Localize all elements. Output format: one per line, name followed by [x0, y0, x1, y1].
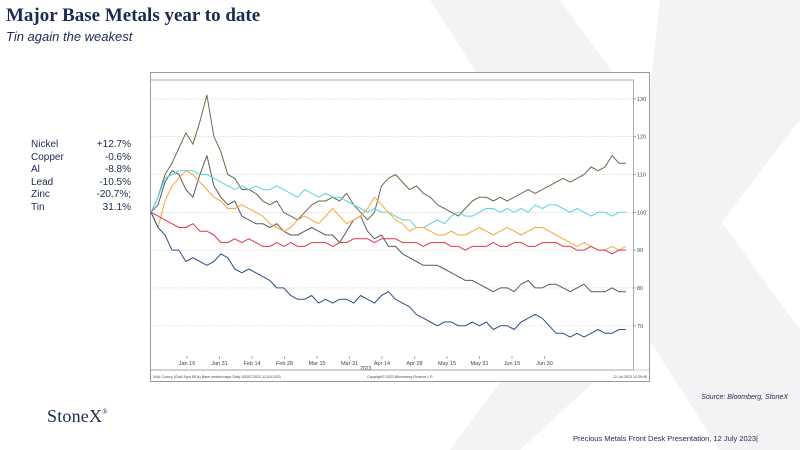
x-axis-ticks: Jan 16 Jan 31 Feb 14 Feb 28 Mar 15 Mar 31 Apr … — [179, 356, 553, 372]
series-line-4 — [150, 211, 626, 255]
legend-value: 31.1% — [102, 201, 131, 213]
y-tick-label: 120 — [637, 135, 646, 141]
x-tick-label: Jan 31 — [211, 361, 228, 367]
legend-name: Tin — [31, 201, 45, 213]
legend-row-tin: Tin 31.1% — [31, 202, 131, 215]
source-note: Source: Bloomberg, StoneX — [701, 394, 788, 401]
page-subtitle: Tin again the weakest — [6, 29, 133, 44]
series-line-0 — [150, 94, 626, 221]
legend-value: +12.7% — [96, 139, 131, 150]
legend-value: -20.7%; — [96, 189, 131, 201]
chart-footer-right: 12-Jul-2023 10:39:48 — [613, 375, 647, 379]
legend-name: Zinc — [31, 189, 50, 201]
y-tick-label: 70 — [637, 324, 643, 330]
legend-name: Lead — [31, 176, 54, 188]
grid-lines — [151, 98, 633, 327]
legend-row-zinc: Zinc -20.7%; — [31, 189, 131, 202]
series-line-1 — [150, 155, 626, 293]
x-tick-label: Jun 30 — [536, 361, 553, 367]
x-tick-label: Apr 14 — [374, 361, 390, 367]
y-axis-ticks: 70 80 90 100 110 120 130 — [633, 97, 646, 330]
legend-row-nickel: Nickel +12.7% — [31, 139, 131, 152]
legend-row-al: Al -8.8% — [31, 164, 131, 177]
x-tick-label: Mar 31 — [341, 361, 358, 367]
y-tick-label: 130 — [637, 97, 646, 103]
y-tick-label: 90 — [637, 248, 643, 254]
chart-footer-mid: Copyright© 2023 Bloomberg Finance L.P. — [367, 375, 433, 379]
x-year-label: 2023 — [360, 366, 371, 372]
x-tick-label: Feb 14 — [243, 361, 260, 367]
x-tick-label: Jan 16 — [179, 361, 196, 367]
legend-row-lead: Lead -10.5% — [31, 177, 131, 190]
legend-name: Copper — [31, 151, 64, 163]
x-tick-label: Apr 28 — [406, 361, 422, 367]
x-tick-label: May 15 — [438, 361, 456, 367]
performance-legend: Nickel +12.7% Copper -0.6% Al -8.8% Lead -10… — [31, 139, 131, 215]
chart-footer-left: XAU Curncy (Gold Spot $/Oz) Base metals … — [153, 375, 281, 379]
legend-name: Al — [31, 164, 40, 176]
x-tick-label: Jun 15 — [504, 361, 521, 367]
series-line-3 — [150, 170, 627, 251]
x-tick-label: Mar 15 — [308, 361, 325, 367]
y-tick-label: 100 — [637, 210, 646, 216]
y-tick-label: 110 — [637, 173, 646, 179]
x-tick-label: Feb 28 — [276, 361, 293, 367]
legend-value: -10.5% — [99, 176, 131, 188]
legend-value: -0.6% — [104, 151, 131, 163]
chart-frame — [150, 72, 650, 382]
base-metals-line-chart: 70 80 90 100 110 120 130 Jan 16 Jan 31 Feb 14 Feb… — [150, 72, 650, 382]
y-tick-label: 80 — [637, 286, 643, 292]
legend-value: -8.8% — [104, 164, 131, 176]
stonex-logo: StoneX® — [47, 406, 108, 426]
legend-name: Nickel — [31, 139, 59, 150]
x-tick-label: May 31 — [470, 361, 488, 367]
series-lines — [150, 94, 627, 338]
series-line-5 — [150, 212, 626, 338]
presentation-footer: Precious Metals Front Desk Presentation,… — [573, 434, 758, 443]
legend-row-copper: Copper -0.6% — [31, 152, 131, 165]
page-title: Major Base Metals year to date — [6, 5, 261, 26]
